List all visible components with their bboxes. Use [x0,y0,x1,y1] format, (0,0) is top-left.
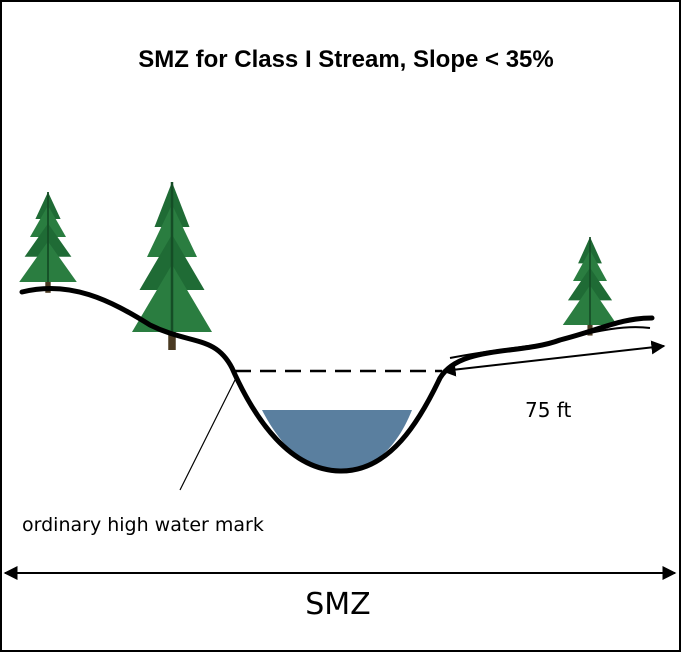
title: SMZ for Class I Stream, Slope < 35% [138,46,553,73]
leader-line [179,377,237,491]
distance-label: 75 ft [525,398,571,422]
zone-label: SMZ [305,587,370,622]
high-water-label: ordinary high water mark [22,514,264,536]
distance-arrow [441,340,666,377]
